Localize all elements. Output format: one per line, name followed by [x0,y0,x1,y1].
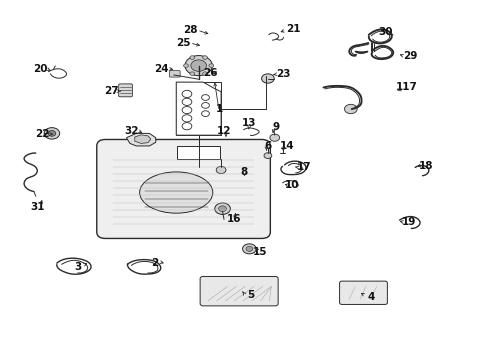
Circle shape [182,115,191,122]
Text: 25: 25 [176,38,190,48]
Circle shape [245,246,252,251]
Text: 30: 30 [378,27,392,37]
Circle shape [261,74,274,83]
Circle shape [182,107,191,114]
Text: 29: 29 [402,51,417,61]
Text: 14: 14 [280,141,294,151]
FancyBboxPatch shape [169,71,180,77]
Text: 9: 9 [272,122,279,132]
Text: 22: 22 [35,129,49,139]
Circle shape [182,123,191,130]
Circle shape [344,104,356,114]
Text: 4: 4 [367,292,374,302]
Circle shape [269,134,279,141]
FancyBboxPatch shape [119,84,132,97]
Text: 10: 10 [285,180,299,190]
Text: 12: 12 [216,126,231,135]
Circle shape [182,98,191,105]
Circle shape [201,103,209,108]
Text: 28: 28 [183,25,198,35]
Polygon shape [135,135,151,143]
Text: 27: 27 [104,86,119,96]
Text: 8: 8 [240,167,246,177]
Text: 20: 20 [33,64,48,74]
Circle shape [44,128,60,139]
Ellipse shape [140,172,212,213]
Circle shape [216,166,225,174]
Text: 21: 21 [285,24,300,35]
Text: 23: 23 [276,69,290,79]
Circle shape [48,131,56,136]
Circle shape [202,72,207,76]
FancyBboxPatch shape [176,82,221,135]
Circle shape [183,64,188,67]
Circle shape [190,60,206,71]
FancyBboxPatch shape [177,145,220,159]
FancyBboxPatch shape [200,276,278,306]
Text: 13: 13 [242,118,256,128]
Text: 15: 15 [252,247,267,257]
Text: 24: 24 [154,64,168,74]
Circle shape [201,111,209,117]
Text: 2: 2 [150,258,158,268]
Polygon shape [176,82,221,135]
Circle shape [264,153,271,158]
Polygon shape [126,134,156,146]
Text: 1: 1 [215,104,223,114]
Text: 31: 31 [30,202,44,212]
Text: 19: 19 [401,217,416,227]
Circle shape [189,56,194,59]
Circle shape [202,56,207,59]
Circle shape [189,72,194,76]
Text: 17: 17 [296,162,311,172]
Text: 32: 32 [124,126,138,135]
Text: 18: 18 [418,161,432,171]
Text: 5: 5 [246,291,253,301]
Circle shape [201,95,209,100]
Circle shape [242,244,256,254]
Circle shape [182,90,191,98]
Text: 16: 16 [226,214,241,224]
Circle shape [208,64,213,67]
Text: 26: 26 [203,68,217,78]
Text: 3: 3 [74,262,81,272]
FancyBboxPatch shape [97,139,270,238]
Circle shape [218,206,226,212]
Circle shape [214,203,230,215]
FancyBboxPatch shape [339,281,386,305]
Circle shape [184,55,212,76]
Text: 6: 6 [264,141,271,151]
Text: 117: 117 [395,82,416,93]
